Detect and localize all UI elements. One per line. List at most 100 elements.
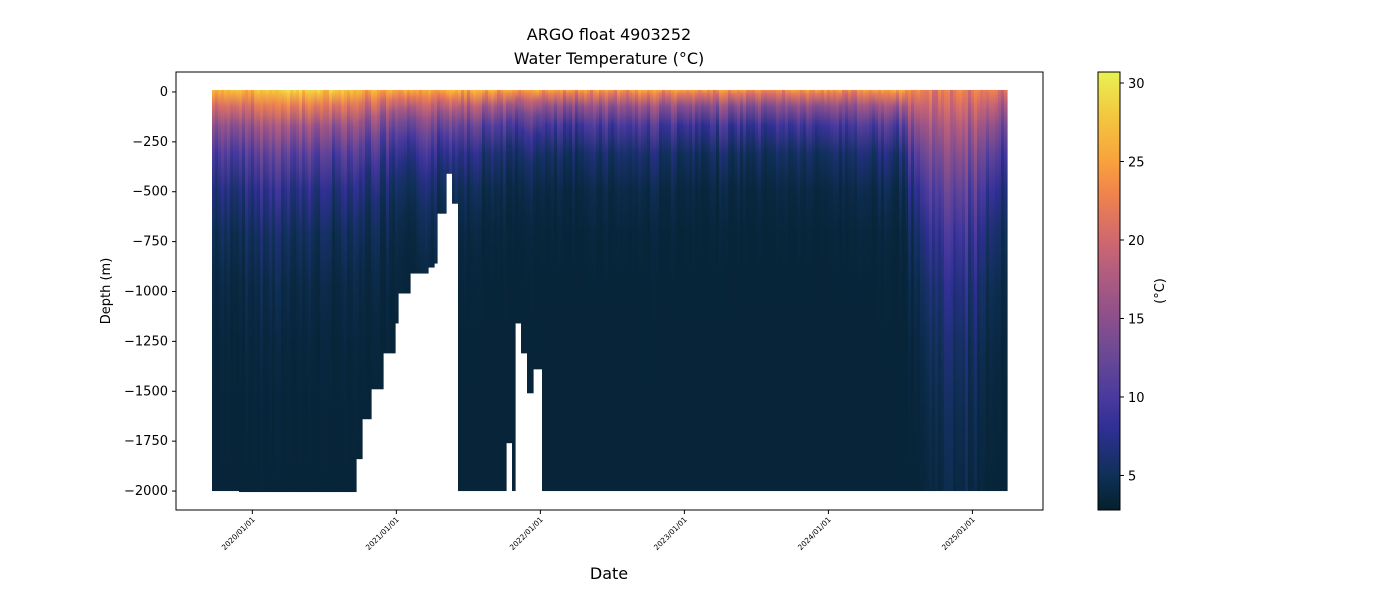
profile-column bbox=[383, 89, 387, 354]
profile-column bbox=[455, 89, 459, 204]
profile-column bbox=[632, 89, 636, 492]
profile-column bbox=[833, 89, 837, 492]
profile-column bbox=[485, 89, 489, 492]
y-tick-label: −1000 bbox=[124, 284, 168, 299]
profile-column bbox=[893, 89, 897, 492]
profile-column bbox=[419, 89, 423, 274]
profile-column bbox=[458, 89, 462, 492]
profile-column bbox=[629, 89, 633, 492]
profile-column bbox=[530, 89, 534, 394]
profile-column bbox=[503, 89, 507, 492]
profile-column bbox=[407, 89, 411, 294]
colorbar bbox=[1097, 71, 1121, 511]
profile-column bbox=[683, 89, 687, 492]
profile-column bbox=[770, 89, 774, 492]
profile-column bbox=[917, 89, 921, 492]
profile-column bbox=[677, 89, 681, 492]
profile-column bbox=[959, 89, 963, 492]
profile-column bbox=[797, 89, 801, 492]
profile-column bbox=[698, 89, 702, 492]
profile-column bbox=[257, 89, 261, 493]
profile-column bbox=[809, 89, 813, 492]
profile-column bbox=[911, 89, 915, 492]
profile-column bbox=[875, 89, 879, 492]
profile-column bbox=[392, 89, 396, 354]
profile-column bbox=[977, 89, 981, 492]
profile-column bbox=[362, 89, 366, 420]
profile-column bbox=[947, 89, 951, 492]
profile-column bbox=[260, 89, 264, 493]
profile-column bbox=[842, 89, 846, 492]
profile-column bbox=[401, 89, 405, 294]
profile-column bbox=[320, 89, 324, 493]
profile-column bbox=[329, 89, 333, 493]
profile-column bbox=[272, 89, 276, 493]
profile-column bbox=[305, 89, 309, 493]
profile-column bbox=[989, 89, 993, 492]
profile-column bbox=[224, 89, 228, 492]
profile-column bbox=[920, 89, 924, 492]
profile-column bbox=[692, 89, 696, 492]
profile-column bbox=[647, 89, 651, 492]
profile-column bbox=[215, 89, 219, 492]
profile-column bbox=[746, 89, 750, 492]
profile-column bbox=[866, 89, 870, 492]
profile-column bbox=[380, 89, 384, 390]
profile-column bbox=[971, 89, 975, 492]
profile-column bbox=[824, 89, 828, 492]
profile-column bbox=[848, 89, 852, 492]
profile-column bbox=[827, 89, 831, 492]
profile-column bbox=[287, 89, 291, 493]
profile-column bbox=[563, 89, 567, 492]
profile-column bbox=[359, 89, 363, 460]
profile-column bbox=[914, 89, 918, 492]
profile-column bbox=[980, 89, 984, 492]
profile-column bbox=[254, 89, 258, 493]
profile-column bbox=[605, 89, 609, 492]
profile-column bbox=[764, 89, 768, 492]
profile-column bbox=[269, 89, 273, 493]
profile-column bbox=[338, 89, 342, 493]
profile-column bbox=[701, 89, 705, 492]
profile-column bbox=[731, 89, 735, 492]
colorbar-tick-label: 5 bbox=[1128, 469, 1136, 484]
profile-column bbox=[494, 89, 498, 492]
chart-title: ARGO float 4903252 bbox=[527, 25, 691, 44]
chart-subtitle: Water Temperature (°C) bbox=[514, 49, 704, 68]
profile-column bbox=[491, 89, 495, 492]
profile-column bbox=[416, 89, 420, 274]
profile-column bbox=[545, 89, 549, 492]
x-tick-label: 2021/01/01 bbox=[364, 515, 401, 552]
profile-column bbox=[653, 89, 657, 492]
profile-column bbox=[929, 89, 933, 492]
profile-column bbox=[767, 89, 771, 492]
profile-column bbox=[992, 89, 996, 492]
profile-column bbox=[398, 89, 402, 294]
profile-column bbox=[734, 89, 738, 492]
profile-column bbox=[374, 89, 378, 390]
profile-column bbox=[341, 89, 345, 493]
profile-column bbox=[1001, 89, 1005, 492]
profile-column bbox=[800, 89, 804, 492]
profile-column bbox=[572, 89, 576, 492]
profile-column bbox=[557, 89, 561, 492]
profile-column bbox=[890, 89, 894, 492]
profile-column bbox=[500, 89, 504, 492]
profile-column bbox=[326, 89, 330, 493]
profile-column bbox=[719, 89, 723, 492]
profile-column bbox=[533, 89, 537, 370]
profile-column bbox=[476, 89, 480, 492]
profile-column bbox=[290, 89, 294, 493]
profile-column bbox=[773, 89, 777, 492]
profile-column bbox=[935, 89, 939, 492]
x-tick-label: 2022/01/01 bbox=[508, 515, 545, 552]
profile-column bbox=[659, 89, 663, 492]
profile-column bbox=[239, 89, 243, 493]
profile-column bbox=[242, 89, 246, 493]
profile-column bbox=[686, 89, 690, 492]
profile-column bbox=[905, 89, 909, 492]
profile-column bbox=[347, 89, 351, 493]
y-axis: 0 −250 −500 −750 −1000 −1250 −1500 −1750 −2000 bbox=[124, 85, 176, 499]
profile-column bbox=[335, 89, 339, 493]
profile-column bbox=[965, 89, 969, 492]
